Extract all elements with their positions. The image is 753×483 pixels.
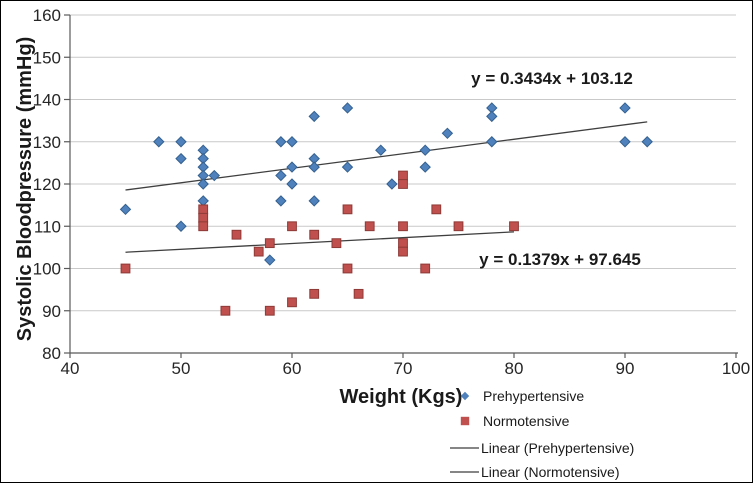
y-tick-label: 80: [42, 344, 61, 363]
data-point-normotensive: [453, 221, 464, 232]
data-point-normotensive: [420, 263, 431, 274]
y-tick-label: 120: [33, 175, 61, 194]
data-point-normotensive: [398, 238, 408, 249]
legend-label: Linear (Prehypertensive): [481, 440, 634, 456]
data-point-normotensive: [253, 246, 264, 257]
x-axis-title: Weight (Kgs): [340, 386, 463, 408]
data-point-prehypertensive: [375, 144, 387, 156]
data-point-normotensive: [398, 221, 408, 232]
tick-labels: 80 90 100 110 120 130 140 150 160 40 50 60 70 80 90 100: [33, 6, 751, 378]
x-tick-label: 100: [722, 359, 750, 378]
x-tick-label: 80: [505, 359, 524, 378]
data-point-prehypertensive: [441, 127, 454, 140]
legend-item-prehypertensive: Prehypertensive: [460, 388, 584, 404]
data-point-normotensive: [342, 204, 353, 215]
data-point-normotensive: [431, 204, 442, 215]
data-point-normotensive: [198, 204, 209, 215]
data-point-prehypertensive: [286, 136, 298, 148]
legend-label: Prehypertensive: [483, 388, 584, 404]
data-point-prehypertensive: [264, 254, 276, 266]
y-tick-label: 110: [34, 217, 61, 236]
x-tick-label: 90: [616, 359, 635, 378]
data-point-normotensive: [220, 305, 231, 316]
data-point-normotensive: [364, 221, 375, 232]
data-point-normotensive: [342, 263, 353, 274]
x-tick-label: 50: [172, 359, 191, 378]
x-tick-label: 40: [61, 359, 80, 378]
data-point-normotensive: [287, 221, 297, 232]
data-point-normotensive: [309, 288, 320, 299]
data-point-prehypertensive: [208, 169, 221, 182]
y-tick-label: 100: [33, 260, 61, 279]
data-point-prehypertensive: [619, 102, 631, 114]
data-point-prehypertensive: [486, 136, 498, 148]
y-tick-label: 130: [33, 133, 61, 152]
data-point-normotensive: [120, 263, 131, 274]
legend-item-linear-prehypertensive: Linear (Prehypertensive): [450, 440, 634, 456]
data-point-prehypertensive: [486, 110, 498, 123]
y-tick-label: 150: [33, 48, 61, 67]
legend: Prehypertensive Normotensive Linear (Pre…: [450, 388, 634, 480]
data-point-prehypertensive: [619, 136, 631, 148]
y-tick-label: 140: [33, 91, 61, 110]
diamond-icon: [460, 391, 470, 401]
y-tick-label: 90: [42, 302, 61, 321]
data-point-normotensive: [509, 221, 519, 232]
data-point-prehypertensive: [419, 144, 431, 156]
x-tick-label: 60: [283, 359, 302, 378]
data-point-prehypertensive: [308, 161, 320, 173]
data-point-prehypertensive: [275, 136, 287, 148]
data-point-prehypertensive: [286, 178, 298, 190]
data-point-prehypertensive: [341, 102, 354, 114]
data-point-normotensive: [198, 221, 209, 232]
legend-item-normotensive: Normotensive: [460, 413, 570, 429]
data-point-prehypertensive: [197, 195, 209, 207]
data-point-normotensive: [309, 229, 320, 240]
data-point-normotensive: [353, 288, 364, 299]
data-point-normotensive: [264, 238, 275, 249]
trendline-linear-normotensive-: [125, 231, 515, 253]
data-point-prehypertensive: [308, 195, 320, 207]
data-point-normotensive: [398, 246, 408, 257]
legend-item-linear-normotensive: Linear (Normotensive): [450, 464, 620, 480]
data-point-prehypertensive: [153, 136, 165, 148]
data-point-normotensive: [398, 179, 408, 189]
data-point-prehypertensive: [419, 161, 431, 173]
data-point-prehypertensive: [175, 152, 187, 165]
data-point-prehypertensive: [286, 161, 298, 173]
data-point-prehypertensive: [175, 136, 187, 148]
prehypertensive-trendline-equation: y = 0.3434x + 103.12: [471, 69, 633, 88]
data-point-normotensive: [331, 238, 342, 249]
data-point-prehypertensive: [641, 136, 653, 148]
x-tick-label: 70: [394, 359, 413, 378]
legend-label: Linear (Normotensive): [481, 464, 620, 480]
data-point-prehypertensive: [175, 220, 187, 232]
square-icon: [460, 416, 470, 426]
y-axis-title: Systolic Bloodpressure (mmHg): [14, 37, 36, 342]
legend-label: Normotensive: [483, 413, 570, 429]
data-point-prehypertensive: [386, 178, 398, 190]
data-point-prehypertensive: [341, 161, 354, 173]
axes: [64, 14, 738, 358]
data-point-normotensive: [231, 229, 242, 240]
data-point-normotensive: [264, 305, 275, 316]
data-point-prehypertensive: [197, 178, 209, 190]
y-tick-label: 160: [33, 6, 61, 25]
data-point-normotensive: [287, 297, 297, 308]
data-points: [119, 102, 653, 316]
data-point-prehypertensive: [119, 203, 132, 216]
data-point-prehypertensive: [308, 110, 320, 123]
data-point-normotensive: [398, 170, 408, 181]
data-point-normotensive: [198, 212, 209, 223]
data-point-prehypertensive: [275, 169, 287, 182]
normotensive-trendline-equation: y = 0.1379x + 97.645: [479, 250, 641, 269]
data-point-prehypertensive: [275, 195, 287, 207]
